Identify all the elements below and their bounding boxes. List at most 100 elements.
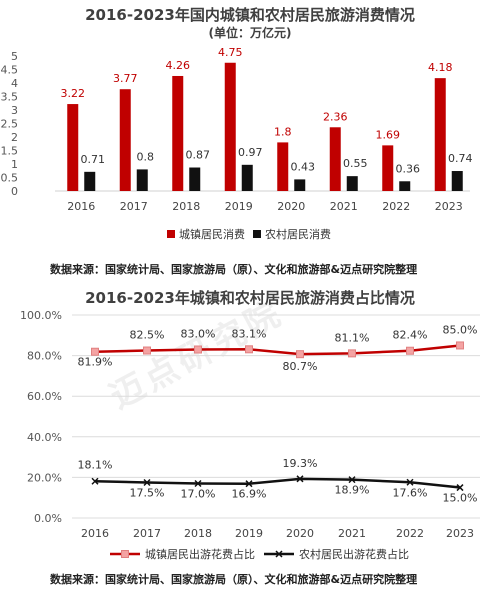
data-label-rural: 17.5% — [130, 486, 165, 499]
bar-rural — [346, 176, 358, 191]
data-label-urban: 3.22 — [61, 87, 86, 100]
point-urban — [456, 341, 464, 350]
point-rural — [194, 479, 202, 488]
bar-urban — [434, 78, 446, 191]
data-label-rural: 17.0% — [181, 487, 216, 500]
legend-label-urban: 城镇居民出游花费占比 — [145, 547, 255, 561]
y-tick-label: 4.5 — [1, 64, 19, 77]
data-label-rural: 0.36 — [396, 162, 421, 175]
bar-rural — [399, 181, 411, 191]
legend-label-rural: 农村居民消费 — [265, 227, 331, 241]
data-label-urban: 4.75 — [218, 46, 243, 59]
y-tick-label: 0.0% — [34, 512, 62, 525]
chart2-title: 2016-2023年城镇和农村居民旅游消费占比情况 — [85, 289, 415, 307]
legend-marker-urban — [121, 550, 129, 558]
bar-rural — [241, 164, 253, 191]
data-label-urban: 85.0% — [443, 323, 478, 336]
x-tick-label: 2016 — [67, 200, 95, 213]
y-tick-label: 40.0% — [27, 431, 62, 444]
y-tick-label: 5 — [11, 50, 18, 63]
data-label-urban: 82.5% — [130, 329, 165, 342]
data-label-rural: 0.71 — [81, 153, 106, 166]
bar-urban — [224, 62, 236, 191]
bar-urban — [329, 127, 341, 191]
bar-urban — [119, 89, 131, 191]
bar-rural — [189, 167, 201, 191]
bar-rural — [136, 169, 148, 191]
x-tick-label: 2023 — [435, 200, 463, 213]
y-tick-label: 0.5 — [1, 172, 19, 185]
data-label-rural: 17.6% — [393, 486, 428, 499]
y-tick-label: 2.5 — [1, 118, 19, 131]
point-rural — [456, 484, 464, 492]
legend-label-urban: 城镇居民消费 — [179, 227, 245, 241]
data-label-rural: 0.43 — [291, 160, 316, 173]
x-tick-label: 2018 — [184, 527, 212, 540]
point-rural — [91, 477, 99, 485]
x-tick-label: 2019 — [225, 200, 253, 213]
x-tick-label: 2018 — [172, 200, 200, 213]
data-label-urban: 4.18 — [428, 61, 453, 74]
x-tick-label: 2017 — [120, 200, 148, 213]
x-tick-label: 2019 — [235, 527, 263, 540]
y-tick-label: 80.0% — [27, 350, 62, 363]
chart1-title: 2016-2023年国内城镇和农村居民旅游消费情况 — [85, 6, 415, 24]
point-rural — [143, 478, 151, 487]
x-tick-label: 2021 — [330, 200, 358, 213]
chart2-source: 数据来源：国家统计局、国家旅游局（原）、文化和旅游部&迈点研究院整理 — [50, 573, 418, 586]
legend-swatch-urban — [167, 230, 175, 238]
data-label-rural: 18.1% — [78, 458, 113, 471]
bar-rural — [451, 171, 463, 191]
data-label-rural: 0.87 — [186, 149, 211, 162]
bar-rural — [84, 171, 96, 191]
x-tick-label: 2016 — [81, 527, 109, 540]
y-tick-label: 4 — [11, 77, 18, 90]
chart1-source: 数据来源：国家统计局、国家旅游局（原）、文化和旅游部&迈点研究院整理 — [50, 263, 418, 276]
bar-rural — [294, 179, 306, 191]
chart1-unit: (单位：万亿元) — [208, 26, 292, 40]
data-label-rural: 0.55 — [343, 157, 368, 170]
y-tick-label: 3.5 — [1, 91, 19, 104]
x-tick-label: 2020 — [277, 200, 305, 213]
data-label-rural: 18.9% — [335, 484, 370, 497]
legend-swatch-rural — [253, 230, 261, 238]
y-tick-label: 1 — [11, 158, 18, 171]
point-rural — [406, 478, 414, 486]
point-urban — [91, 347, 99, 356]
data-label-urban: 2.36 — [323, 110, 348, 123]
series-line-rural — [94, 477, 461, 489]
x-tick-label: 2022 — [382, 200, 410, 213]
data-label-urban: 3.77 — [113, 72, 138, 85]
y-tick-label: 1.5 — [1, 145, 19, 158]
data-label-urban: 1.69 — [376, 128, 401, 141]
y-tick-label: 100.0% — [20, 309, 62, 322]
bar-urban — [67, 104, 79, 191]
point-rural — [348, 476, 356, 484]
data-label-urban: 1.8 — [274, 125, 292, 138]
data-label-rural: 0.97 — [238, 146, 263, 159]
bar-urban — [172, 75, 184, 191]
x-tick-label: 2023 — [446, 527, 474, 540]
data-label-rural: 15.0% — [443, 492, 478, 505]
data-label-rural: 19.3% — [283, 457, 318, 470]
y-tick-label: 0 — [11, 185, 18, 198]
data-label-urban: 81.9% — [78, 356, 113, 369]
data-label-rural: 16.9% — [232, 488, 267, 501]
data-label-urban: 4.26 — [166, 59, 191, 72]
data-label-rural: 0.8 — [137, 150, 155, 163]
x-tick-label: 2022 — [396, 527, 424, 540]
y-tick-label: 2 — [11, 131, 18, 144]
legend-marker-rural — [275, 550, 283, 558]
y-tick-label: 20.0% — [27, 471, 62, 484]
legend-label-rural: 农村居民出游花费占比 — [299, 547, 409, 561]
point-rural — [245, 480, 253, 488]
bar-urban — [382, 145, 394, 191]
data-label-rural: 0.74 — [448, 152, 473, 165]
x-tick-label: 2020 — [286, 527, 314, 540]
bar-chart: 00.511.522.533.544.55 3.22 0.71 2016 3.77 0.8… — [1, 46, 473, 241]
y-tick-label: 60.0% — [27, 390, 62, 403]
bar-urban — [277, 142, 289, 191]
x-tick-label: 2021 — [338, 527, 366, 540]
point-urban — [406, 346, 414, 355]
x-tick-label: 2017 — [133, 527, 161, 540]
